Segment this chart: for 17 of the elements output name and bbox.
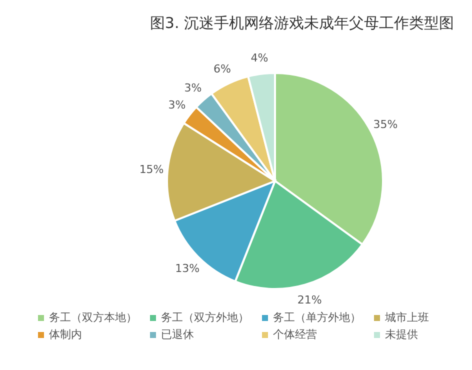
data-label: 6%: [213, 62, 231, 76]
legend-label: 务工（单方外地）: [273, 310, 361, 325]
legend-label: 已退休: [161, 327, 194, 342]
data-label: 3%: [184, 81, 202, 94]
legend-label: 务工（双方本地）: [49, 310, 137, 325]
data-label: 4%: [250, 51, 268, 64]
legend-label: 个体经营: [273, 327, 317, 342]
legend-label: 务工（双方外地）: [161, 310, 249, 325]
data-label: 21%: [297, 294, 322, 307]
data-label: 35%: [373, 118, 398, 132]
data-label: 13%: [175, 262, 200, 276]
legend-label: 未提供: [385, 327, 418, 342]
data-label: 15%: [139, 162, 164, 176]
legend-label: 体制内: [49, 327, 82, 342]
data-label: 3%: [168, 98, 186, 112]
legend-label: 城市上班: [385, 310, 429, 325]
chart-title: 图3. 沉迷手机网络游戏未成年父母工作类型图: [148, 13, 455, 34]
